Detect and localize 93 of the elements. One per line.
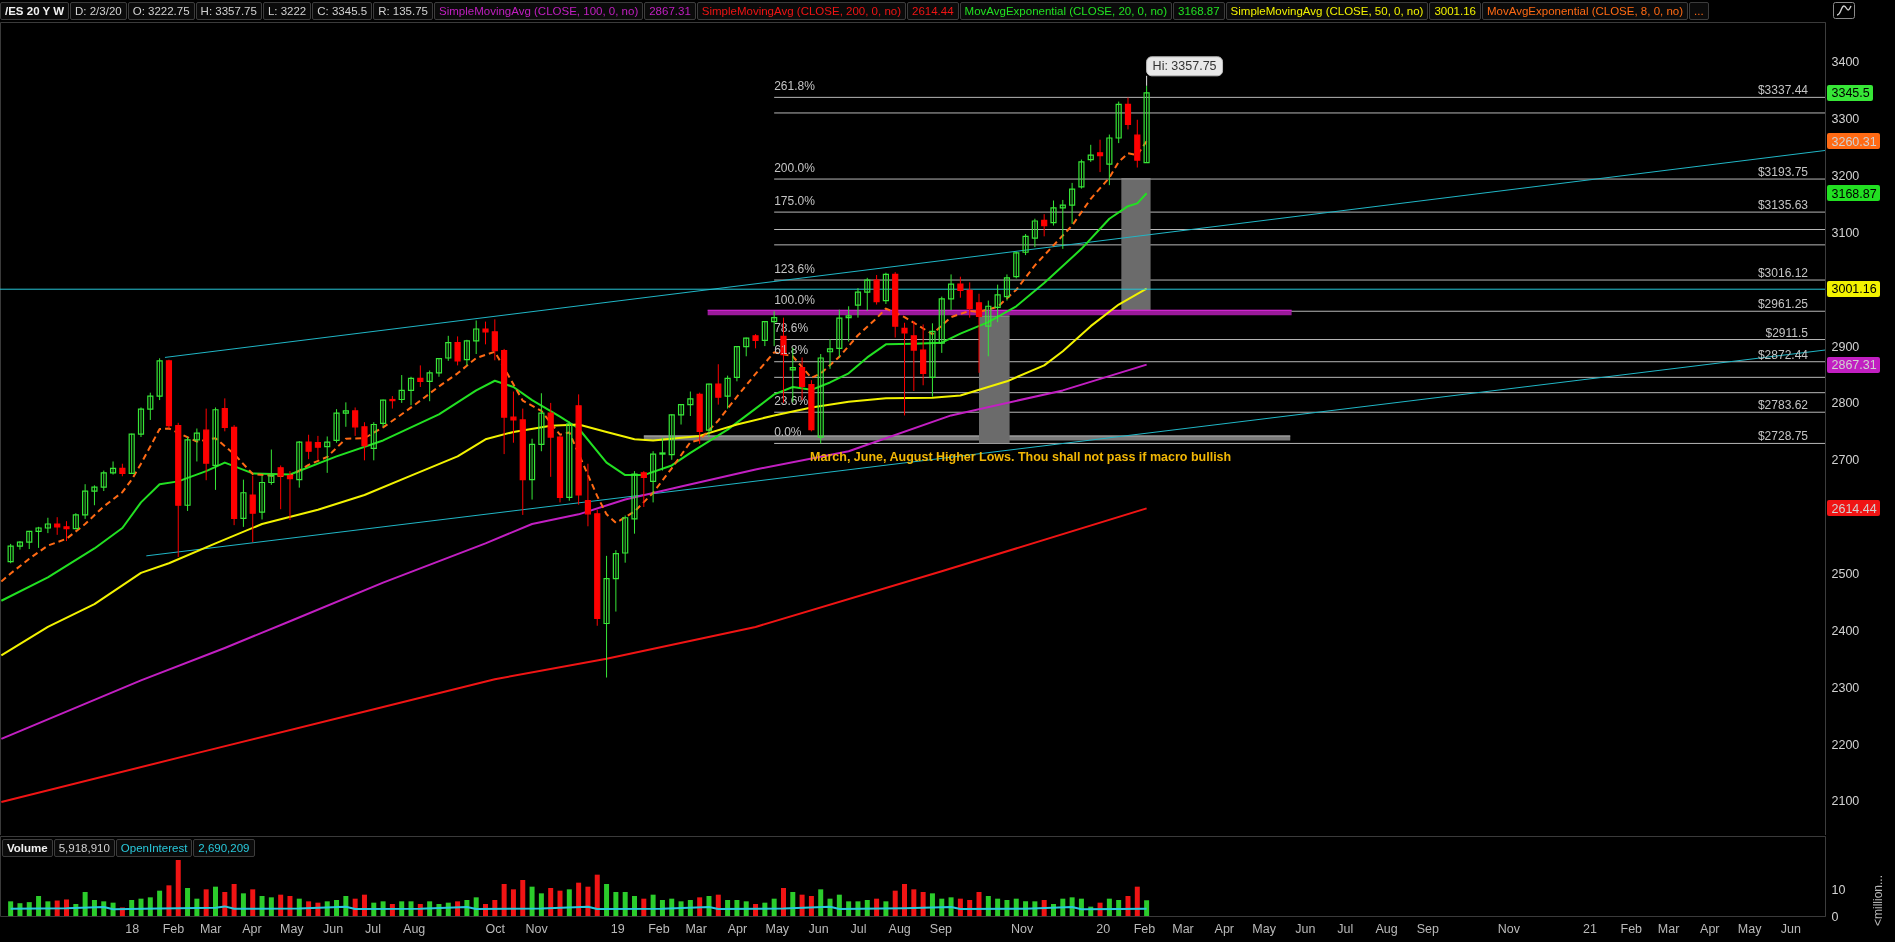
text: R: 135.75 (373, 2, 433, 20)
x-tick-label: 20 (1096, 921, 1111, 936)
x-tick-label: Aug (888, 921, 911, 936)
data-label: $2911.5 (1765, 325, 1809, 340)
x-tick-label: Mar (685, 921, 707, 936)
x-tick-label: Feb (648, 921, 670, 936)
text: C: 3345.5 (312, 2, 373, 20)
y-tick-label: 3100 (1831, 225, 1860, 240)
x-tick-label: May (765, 921, 790, 936)
x-tick-label: Apr (727, 921, 748, 936)
data-label: $3135.63 (1757, 198, 1809, 213)
y-tick-label: 2614.44 (1831, 501, 1877, 516)
text: Volume (2, 839, 53, 857)
y-tick-label: 2100 (1831, 794, 1860, 809)
x-tick-label: Jun (808, 921, 829, 936)
data-label: $3016.12 (1757, 266, 1809, 281)
text: 3001.16 (1429, 2, 1482, 20)
x-tick-label: Aug (1375, 921, 1398, 936)
x-tick-label: Nov (1497, 921, 1521, 936)
y-axis-title: <million... (1870, 874, 1885, 927)
data-label: $2728.75 (1757, 429, 1809, 444)
x-tick-label: May (280, 921, 305, 936)
text: H: 3357.75 (195, 2, 262, 20)
y-tick-label: 2700 (1831, 453, 1860, 468)
text: MovAvgExponential (CLOSE, 8, 0, no) (1482, 2, 1689, 20)
y-tick-label: 3400 (1831, 55, 1860, 70)
annotation: 123.6% (774, 261, 816, 276)
x-tick-label: Aug (403, 921, 426, 936)
x-tick-label: Sep (929, 921, 953, 936)
data-label: $3193.75 (1757, 165, 1809, 180)
y-tick-label: 2800 (1831, 396, 1860, 411)
y-tick-label: 2200 (1831, 737, 1860, 752)
text: SimpleMovingAvg (CLOSE, 100, 0, no) (434, 2, 644, 20)
x-tick-label: Nov (525, 921, 549, 936)
annotation: 100.0% (774, 292, 816, 307)
x-tick-label: Mar (199, 921, 222, 936)
text: ... (1689, 2, 1709, 20)
text: OpenInterest (115, 839, 193, 857)
annotation: 23.6% (774, 393, 809, 408)
annotation: 200.0% (774, 160, 816, 175)
x-tick-label: Mar (1657, 921, 1680, 936)
x-tick-label: 18 (125, 921, 140, 936)
x-tick-label: Jul (364, 921, 381, 936)
x-tick-label: Jul (850, 921, 867, 936)
x-tick-label: Apr (242, 921, 262, 936)
y-tick-label: 3260.31 (1831, 134, 1877, 149)
x-tick-label: 21 (1583, 921, 1598, 936)
x-tick-label: Jun (322, 921, 344, 936)
x-tick-label: Jun (1295, 921, 1316, 936)
x-tick-label: 19 (610, 921, 625, 936)
annotation: 175.0% (774, 193, 816, 208)
text: 2614.44 (907, 2, 959, 20)
x-tick-label: Apr (1700, 921, 1720, 936)
y-tick-label: 3001.16 (1831, 282, 1877, 297)
data-label: $2783.62 (1757, 398, 1809, 413)
data-label: $3337.44 (1757, 83, 1809, 98)
x-tick-label: Sep (1416, 921, 1439, 936)
x-tick-label: Jul (1337, 921, 1354, 936)
x-tick-label: Feb (1620, 921, 1643, 936)
x-tick-label: May (1252, 921, 1277, 936)
y-tick-label: 3345.5 (1831, 86, 1870, 101)
x-tick-label: May (1737, 921, 1763, 936)
x-tick-label: Feb (162, 921, 185, 936)
y-tick-label: 2900 (1831, 339, 1860, 354)
chart-title: /ES 20 Y W (0, 2, 70, 20)
annotation: Hi: 3357.75 (1152, 59, 1217, 74)
y-tick-label: 2400 (1831, 623, 1860, 638)
x-tick-label: Nov (1010, 921, 1034, 936)
text: 2867.31 (644, 2, 696, 20)
y-tick-label: 2867.31 (1831, 358, 1877, 373)
y-tick-label: 10 (1831, 882, 1846, 897)
annotation: 5,918,910 (53, 839, 115, 857)
y-tick-label: 3300 (1831, 112, 1860, 127)
x-tick-label: Feb (1133, 921, 1156, 936)
x-tick-label: Mar (1172, 921, 1194, 936)
x-tick-label: Jun (1780, 921, 1802, 936)
x-tick-label: Oct (485, 921, 506, 936)
y-tick-label: 2300 (1831, 680, 1860, 695)
text: MovAvgExponential (CLOSE, 20, 0, no) (959, 2, 1173, 20)
x-tick-label: Apr (1214, 921, 1234, 936)
y-tick-label: 3200 (1831, 169, 1860, 183)
data-label: $2961.25 (1757, 297, 1809, 312)
text: L: 3222 (262, 2, 312, 20)
y-tick-label: 2500 (1831, 566, 1860, 581)
text: 3168.87 (1173, 2, 1225, 20)
annotation: 2,690,209 (193, 839, 255, 857)
y-tick-label: 0 (1831, 909, 1839, 924)
text: SimpleMovingAvg (CLOSE, 50, 0, no) (1225, 2, 1429, 20)
annotation: 261.8% (774, 78, 816, 93)
text: O: 3222.75 (127, 2, 195, 20)
text: D: 2/3/20 (70, 2, 127, 20)
y-tick-label: 3168.87 (1831, 186, 1877, 201)
text: SimpleMovingAvg (CLOSE, 200, 0, no) (696, 2, 907, 20)
